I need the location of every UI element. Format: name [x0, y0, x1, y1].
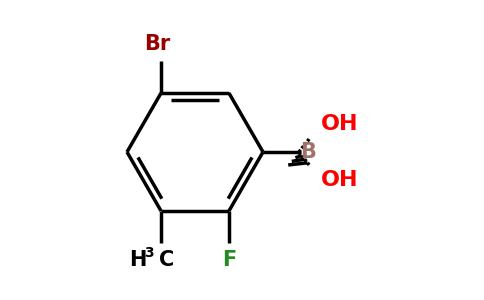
Text: OH: OH — [321, 114, 358, 134]
Text: H: H — [130, 250, 147, 270]
Text: OH: OH — [321, 170, 358, 190]
Text: F: F — [222, 250, 236, 270]
Text: C: C — [159, 250, 174, 270]
Text: 3: 3 — [144, 246, 154, 260]
Text: B: B — [300, 142, 316, 162]
Text: Br: Br — [144, 34, 170, 54]
